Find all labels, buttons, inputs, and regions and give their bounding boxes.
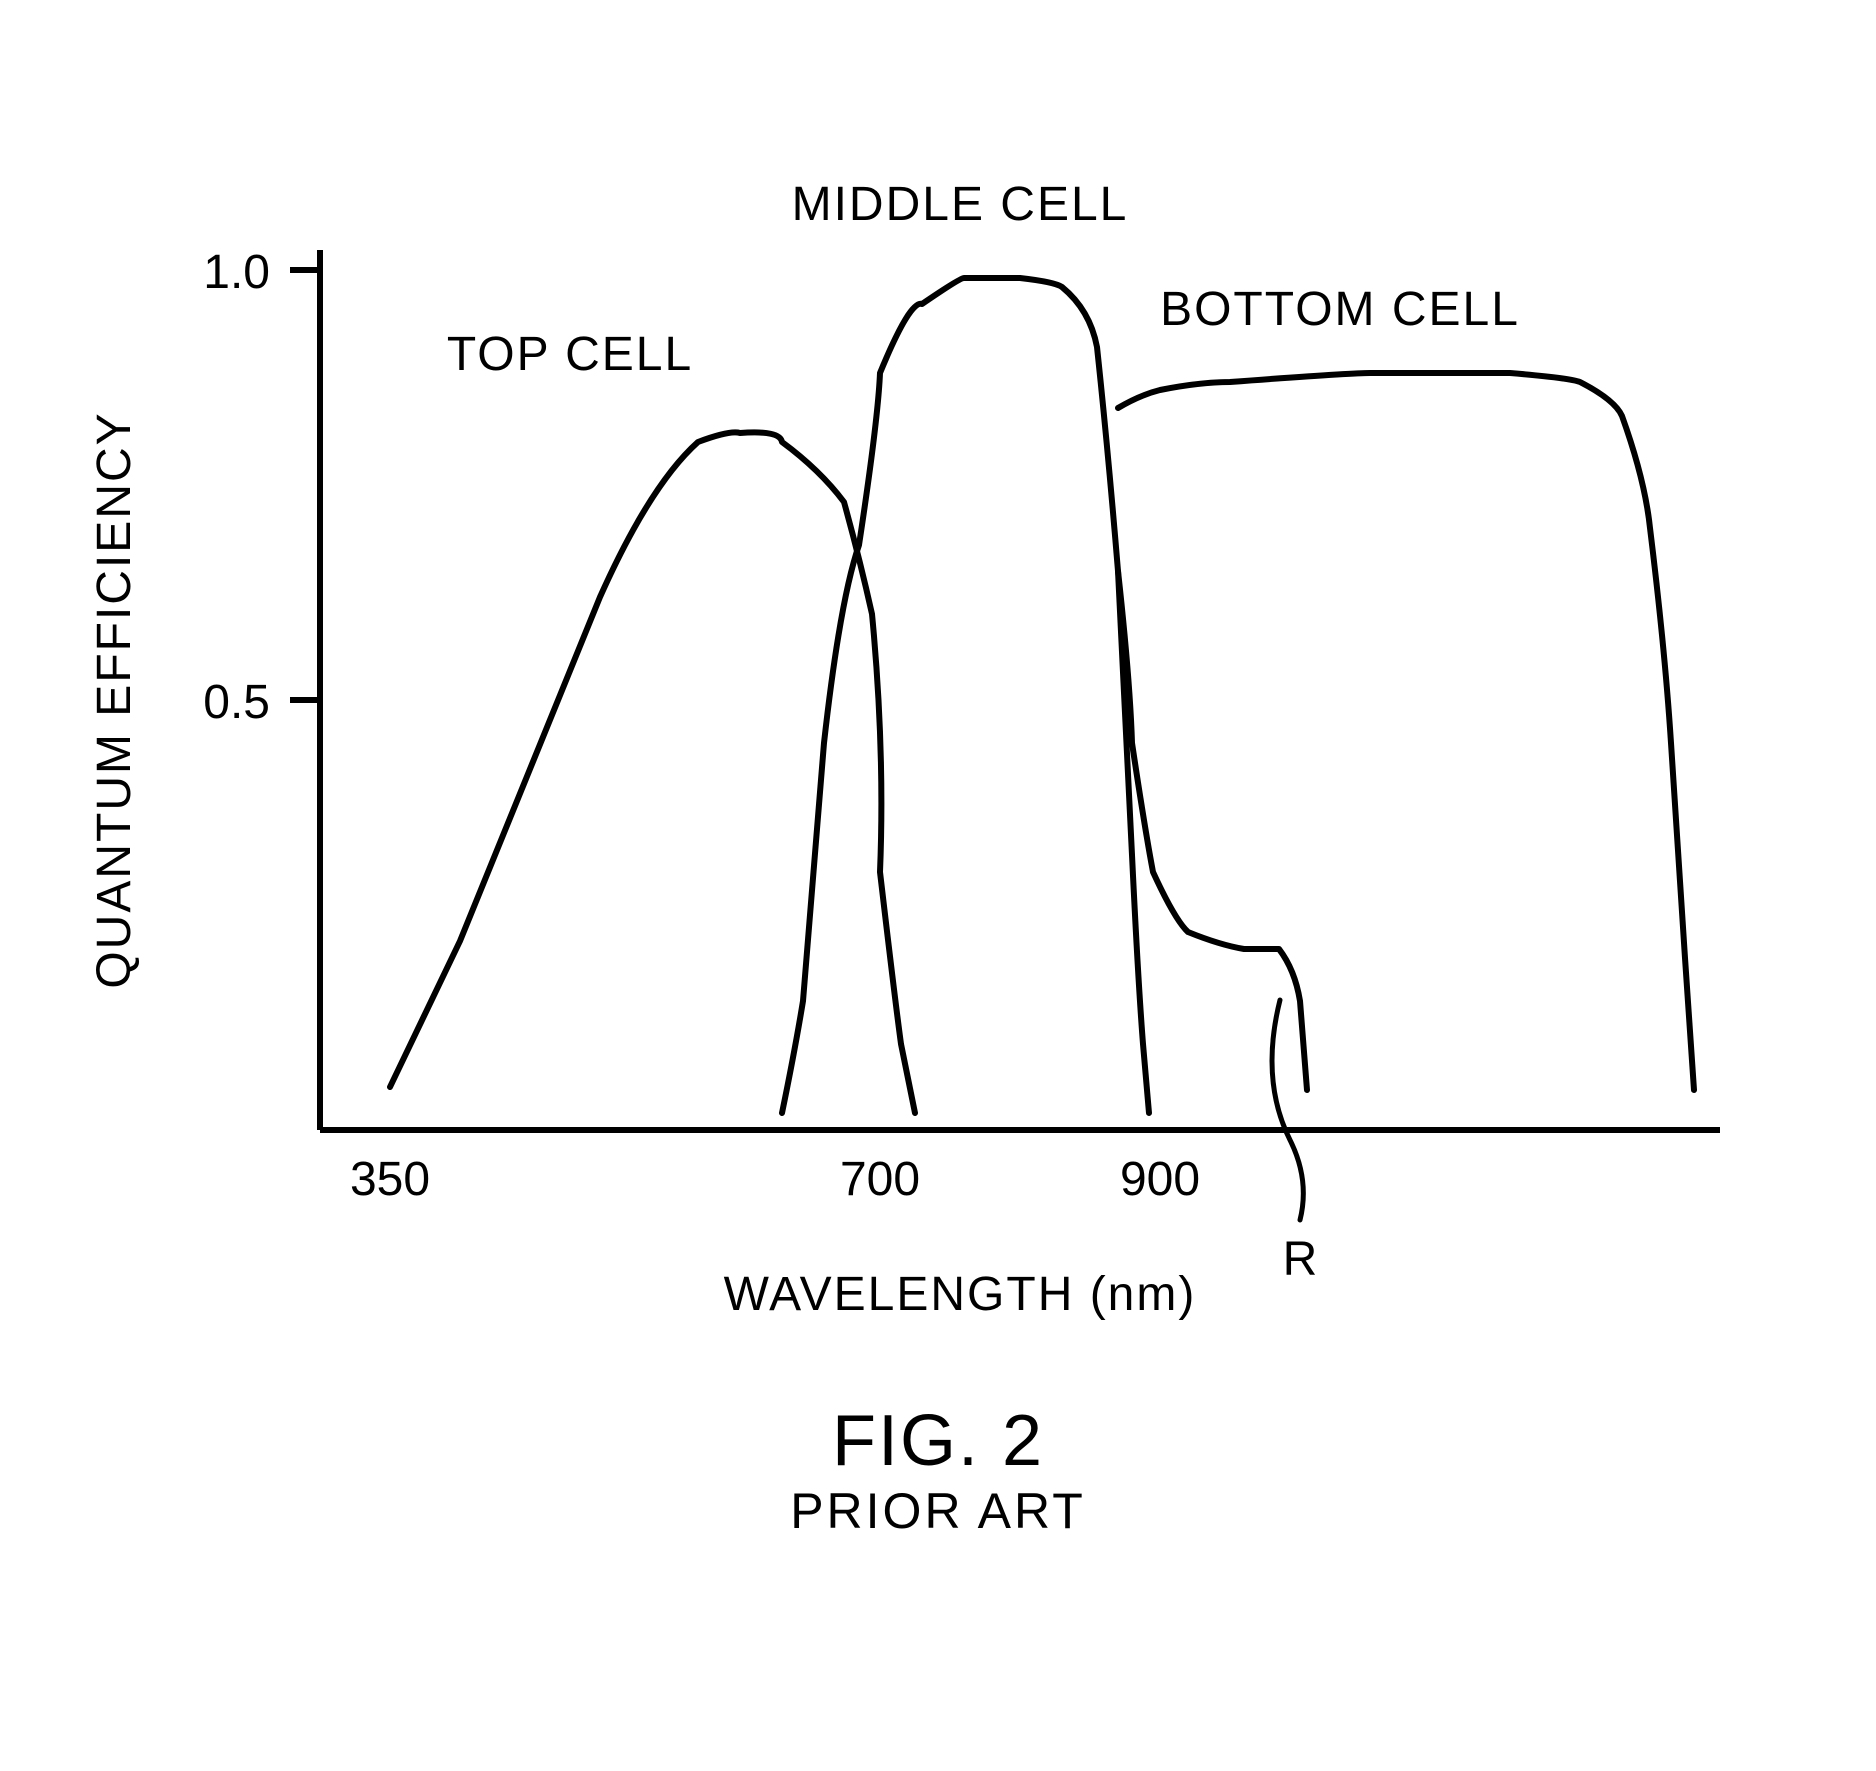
figure-caption: FIG. 2 PRIOR ART xyxy=(0,1400,1876,1540)
xtick-label-900: 900 xyxy=(1120,1153,1200,1206)
middle-cell-curve xyxy=(782,278,1149,1113)
ytick-label-0.5: 0.5 xyxy=(203,676,270,729)
ytick-label-1.0: 1.0 xyxy=(203,246,270,299)
x-axis-label: WAVELENGTH (nm) xyxy=(724,1268,1197,1321)
figure-subtitle: PRIOR ART xyxy=(0,1482,1876,1540)
figure-container: 1.0 0.5 350 700 900 WAVELENGTH (nm) QUAN… xyxy=(0,0,1876,1771)
figure-number: FIG. 2 xyxy=(0,1400,1876,1482)
top-cell-label: TOP CELL xyxy=(447,328,693,381)
bottom-cell-label: BOTTOM CELL xyxy=(1160,283,1520,336)
middle-cell-label: MIDDLE CELL xyxy=(792,178,1129,231)
x-ticks: 350 700 900 xyxy=(350,1153,1200,1206)
r-leader-line xyxy=(1272,1000,1303,1220)
axes xyxy=(320,250,1720,1130)
bottom-cell-curve xyxy=(1118,373,1694,1090)
xtick-label-700: 700 xyxy=(840,1153,920,1206)
y-ticks: 1.0 0.5 xyxy=(203,246,320,729)
xtick-label-350: 350 xyxy=(350,1153,430,1206)
r-annotation-label: R xyxy=(1283,1233,1318,1286)
y-axis-label: QUANTUM EFFICIENCY xyxy=(88,411,141,988)
top-cell-curve xyxy=(390,432,915,1113)
